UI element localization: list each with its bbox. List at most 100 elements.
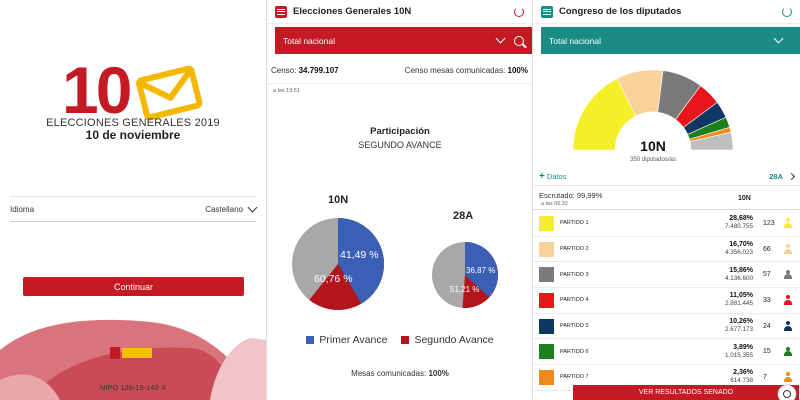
refresh-icon[interactable] [782,6,792,17]
party-seats: 33 [763,296,771,304]
party-result: 11,05% 2.881.445 [693,292,753,308]
seat-segment-others [689,131,734,151]
party-seats: 57 [763,271,771,279]
region-filter-label: Total nacional [283,35,335,46]
party-row[interactable]: PARTIDO 2 16,70% 4.356.023 66 [533,237,800,263]
region-filter[interactable]: Total nacional [541,27,800,54]
column-header-10n: 10N [738,195,751,202]
legend-swatch-second [401,336,410,344]
legend-swatch-first [306,336,315,344]
chevron-down-icon [247,202,258,212]
party-results-list: PARTIDO 1 28,68% 7.480.755 123 PARTIDO 2 16,7… [533,211,800,391]
region-filter[interactable]: Total nacional [275,27,532,54]
congress-screen: Congreso de los diputados Total nacional… [532,0,800,400]
party-result: 2,36% 614.738 [693,369,753,385]
party-name: PARTIDO 1 [560,220,589,227]
continue-button[interactable]: Continuar [23,277,244,296]
party-result: 28,68% 7.480.755 [693,215,753,231]
party-votes: 1.015.355 [724,351,753,359]
pie-28a-value-first: 36,87 % [466,266,495,275]
language-label: Idioma [10,204,35,214]
datos-toggle[interactable]: + Datos 28A [533,168,800,186]
plus-icon: + [539,171,545,182]
menu-list-icon[interactable] [541,5,553,18]
person-icon [783,346,792,357]
government-flag-icon [122,348,152,358]
nipo-code: NIPO 126-19-142-X [99,383,167,392]
pie-28a-slice-first [465,242,499,298]
app-header: Elecciones Generales 10N [267,0,532,24]
party-color-swatch [539,241,554,257]
app-header: Congreso de los diputados [533,0,800,24]
tables-reported-value: 100% [428,369,449,378]
party-percent: 16,70% [729,241,753,249]
party-votes: 614.738 [730,377,753,385]
pie-10n-value-first: 41,49 % [340,249,379,261]
party-row[interactable]: PARTIDO 5 10,26% 2.677.173 24 [533,314,800,340]
refresh-icon[interactable] [514,6,524,17]
party-result: 16,70% 4.356.023 [693,241,753,257]
menu-list-icon[interactable] [275,5,287,18]
elections-date: 10 de noviembre [85,128,181,142]
party-color-swatch [539,292,554,308]
party-name: PARTIDO 3 [560,271,589,278]
party-seats: 24 [763,322,771,330]
pie-10n-value-second: 60,76 % [314,273,353,285]
legend-item-second: Segundo Avance [401,334,494,346]
chart-legend: Primer Avance Segundo Avance [267,334,532,346]
census-tables-label: Censo mesas comunicadas: [404,66,506,75]
chevron-down-icon[interactable] [773,33,784,44]
language-selector[interactable]: Idioma Castellano [10,196,258,222]
census-value: 34.799.107 [298,66,339,75]
pie-28a-label: 28A [453,210,474,222]
senate-results-button[interactable]: VER RESULTADOS SENADO [573,385,799,400]
party-percent: 15,86% [729,266,753,274]
tables-reported-label: Mesas comunicadas: [351,369,427,378]
participation-title: Participación [370,126,430,137]
compare-year[interactable]: 28A [769,172,783,181]
party-color-swatch [539,267,554,283]
party-name: PARTIDO 2 [560,246,589,253]
language-value: Castellano [205,204,243,214]
party-row[interactable]: PARTIDO 4 11,05% 2.881.445 33 [533,288,800,314]
chevron-right-icon[interactable] [787,172,796,181]
app-title: Congreso de los diputados [559,6,682,17]
party-row[interactable]: PARTIDO 3 15,86% 4.136.600 57 [533,262,800,289]
party-row[interactable]: PARTIDO 1 28,68% 7.480.755 123 [533,211,800,237]
datos-label: Datos [546,172,567,181]
party-color-swatch [539,344,554,360]
party-result: 10,26% 2.677.173 [693,318,753,334]
party-seats: 7 [763,373,767,381]
party-votes: 2.677.173 [724,326,753,334]
party-percent: 28,68% [729,215,753,223]
party-result: 15,86% 4.136.600 [693,267,753,283]
pie-10n-label: 10N [328,194,349,206]
pie-10n-slice-first [338,218,384,304]
update-time: a las 19:51 [273,88,300,94]
party-seats: 66 [763,245,771,253]
party-row[interactable]: PARTIDO 6 3,89% 1.015.355 15 [533,339,800,366]
legend-label-first: Primer Avance [319,334,388,346]
party-votes: 4.136.600 [724,274,753,282]
elections-title: ELECCIONES GENERALES 2019 [46,117,220,129]
party-votes: 4.356.023 [724,249,753,257]
legend-item-first: Primer Avance [306,334,387,346]
person-icon [783,321,792,331]
census-tables-value: 100% [507,66,528,75]
seats-title: 10N [640,138,666,154]
app-title: Elecciones Generales 10N [293,6,412,17]
participation-pies: 41,49 % 60,76 % 36,87 % 51,21 % [292,218,499,310]
party-color-swatch [539,318,554,334]
party-color-swatch [539,215,554,231]
region-filter-label: Total nacional [549,35,601,46]
decorative-shapes [0,319,266,400]
party-seats: 123 [763,219,775,227]
party-percent: 11,05% [729,292,753,300]
person-icon [783,244,792,254]
pie-28a-value-second: 51,21 % [450,285,479,294]
search-icon[interactable] [514,35,524,46]
party-name: PARTIDO 6 [560,348,589,355]
party-name: PARTIDO 4 [560,297,589,304]
seat-hemicycle [572,69,734,151]
search-icon[interactable] [778,385,796,400]
